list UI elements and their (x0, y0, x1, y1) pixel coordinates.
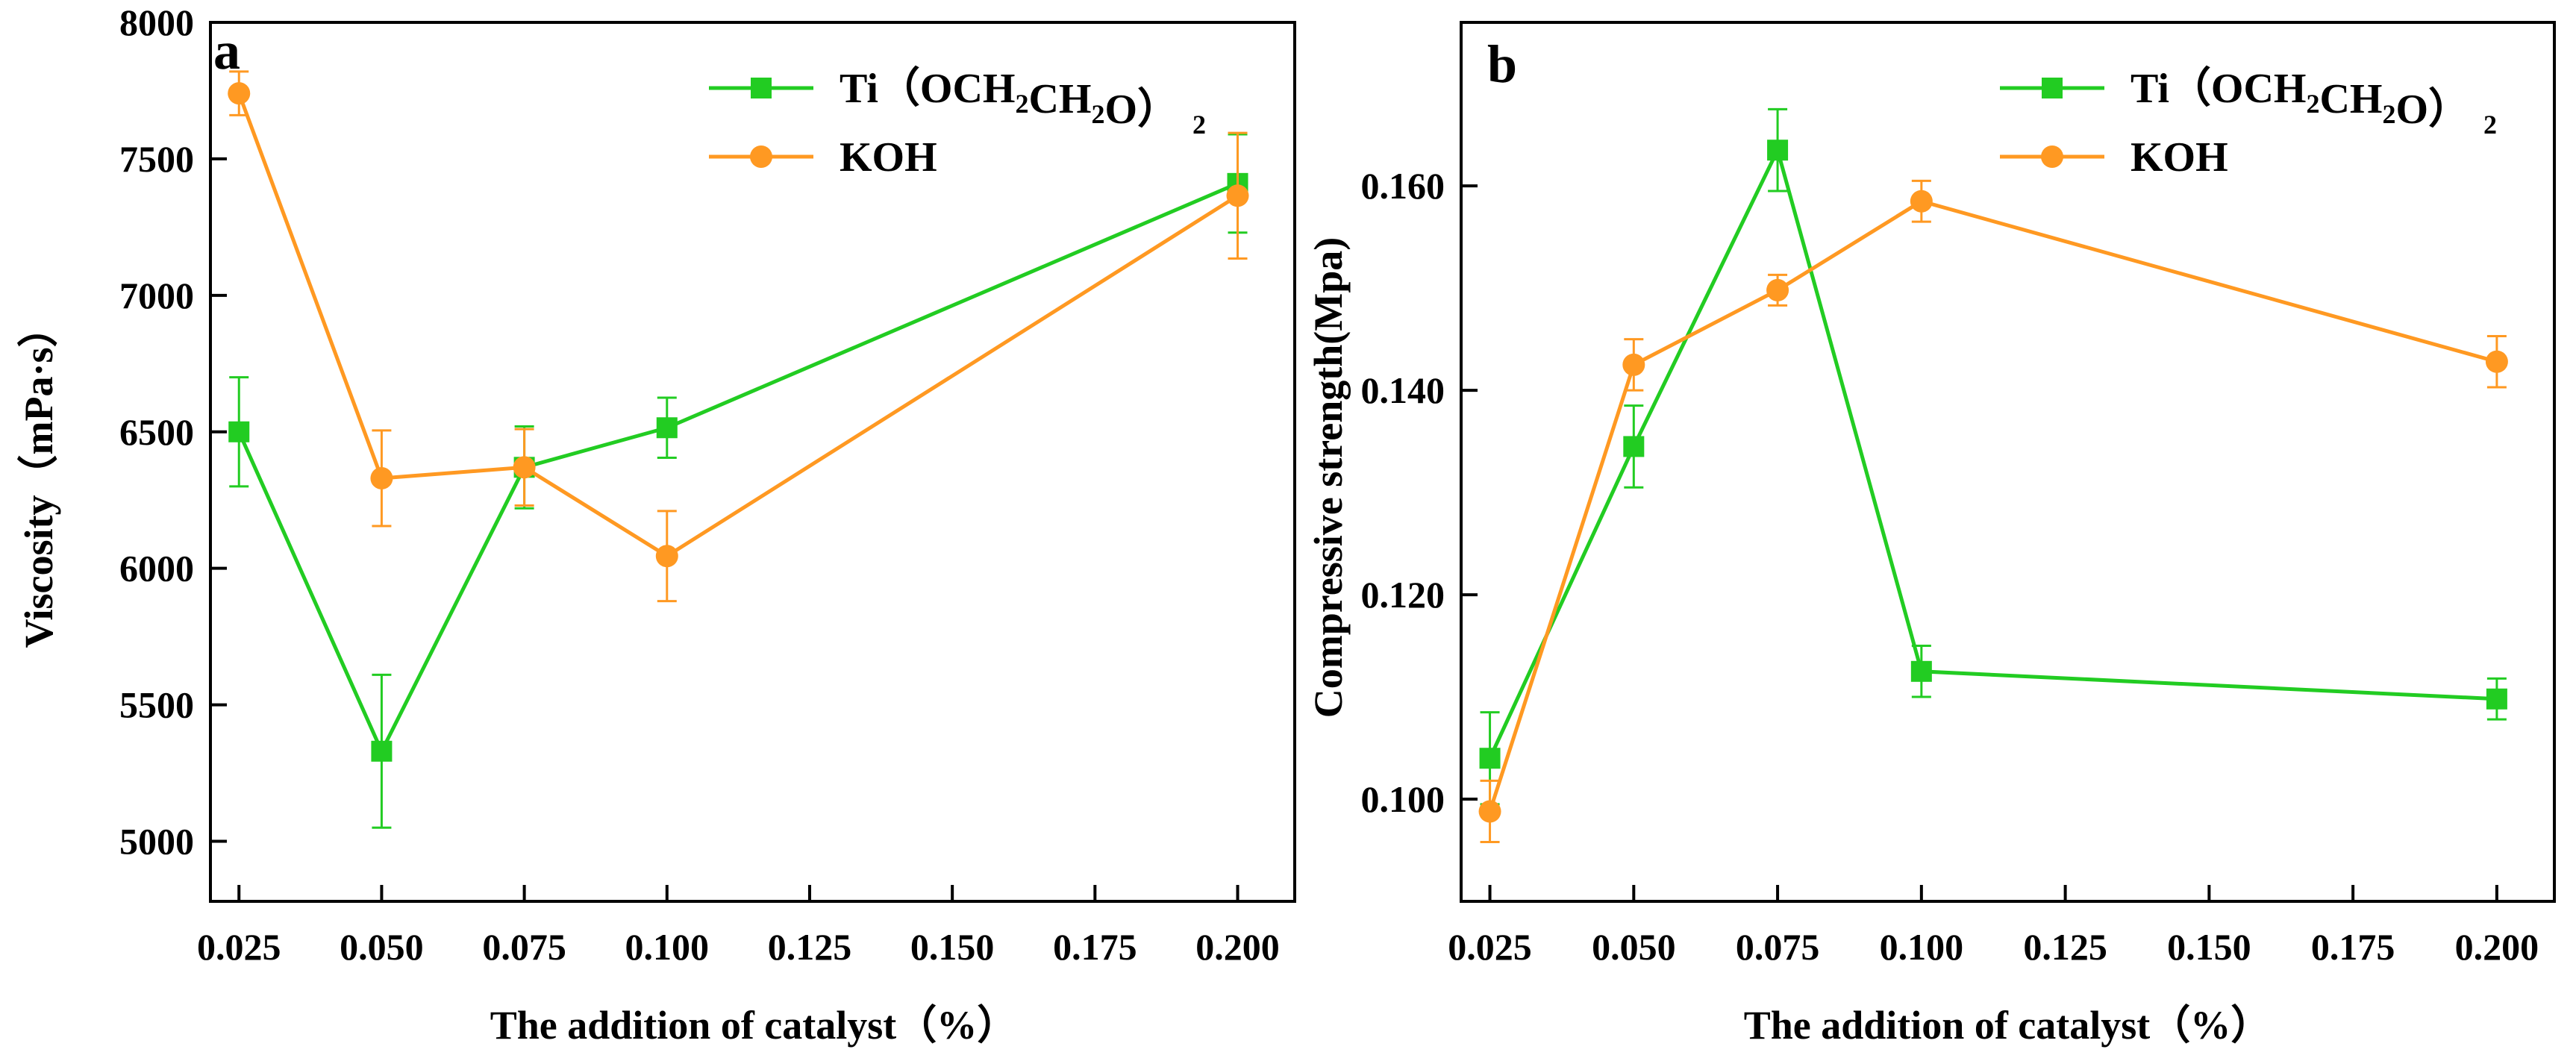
plot-frame (209, 21, 1296, 903)
data-point-ti (1479, 748, 1501, 769)
series-koh (228, 70, 1249, 603)
data-point-ti (2486, 688, 2507, 710)
data-point-ti (228, 421, 250, 442)
legend-text: O） (2395, 86, 2470, 133)
x-tick-label: 0.100 (1880, 926, 1964, 968)
data-point-ti (1767, 140, 1789, 161)
legend-subscript: 2 (2382, 99, 2395, 129)
x-tick-label: 0.125 (2023, 926, 2107, 968)
y-axis-label: Viscosity（mPa·s） (16, 307, 61, 648)
y-tick-label: 6000 (119, 548, 194, 589)
y-tick-label: 0.120 (1361, 574, 1445, 616)
legend-marker-koh (750, 145, 772, 168)
x-axis-label: The addition of catalyst（%） (1744, 1003, 2272, 1048)
legend-marker-ti (751, 78, 772, 98)
y-tick-label: 0.140 (1361, 369, 1445, 411)
legend-label-koh: KOH (2130, 134, 2228, 181)
legend-text: KOH (2130, 134, 2228, 181)
legend-subscript: 2 (1091, 99, 1104, 129)
data-point-koh (1226, 184, 1249, 207)
legend-label-koh: KOH (840, 134, 937, 181)
legend-label-ti: Ti（OCH2CH2O） 2 (840, 65, 1206, 140)
x-tick-label: 0.125 (768, 926, 852, 968)
y-tick-label: 0.100 (1361, 778, 1445, 820)
legend-subscript: 2 (2306, 89, 2319, 119)
y-tick-label: 0.160 (1361, 165, 1445, 207)
y-tick-label: 5500 (119, 684, 194, 726)
x-tick-label: 0.175 (2311, 926, 2395, 968)
data-point-koh (1766, 278, 1789, 301)
series-koh (1478, 179, 2508, 844)
data-point-koh (1622, 353, 1645, 376)
x-tick-label: 0.050 (340, 926, 424, 968)
data-point-ti (1623, 436, 1645, 457)
data-point-koh (2485, 350, 2508, 373)
data-point-koh (513, 456, 536, 479)
legend-text: Ti（OCH (2130, 65, 2306, 112)
x-tick-label: 0.200 (1195, 926, 1280, 968)
data-point-koh (1478, 800, 1501, 823)
legend-marker-ti (2042, 78, 2063, 98)
data-point-koh (228, 82, 251, 105)
plot-frame (1460, 21, 2556, 903)
data-point-koh (1910, 190, 1933, 213)
x-tick-label: 0.150 (2167, 926, 2251, 968)
x-tick-label: 0.175 (1053, 926, 1137, 968)
x-tick-label: 0.025 (197, 926, 281, 968)
data-point-ti (1910, 660, 1932, 682)
panel-label: b (1487, 34, 1517, 94)
x-axis-label: The addition of catalyst（%） (490, 1003, 1018, 1048)
x-tick-label: 0.075 (482, 926, 566, 968)
chart-panel-b: 0.025 0.050 0.075 0.100 0.125 0.150 0.175 0.200… (1306, 21, 2556, 1048)
y-tick-label: 8000 (119, 1, 194, 43)
series-line-koh (1488, 199, 2498, 813)
data-point-koh (655, 545, 678, 568)
x-tick-label: 0.075 (1736, 926, 1820, 968)
x-tick-label: 0.025 (1448, 926, 1532, 968)
y-tick-label: 5000 (119, 821, 194, 863)
y-tick-label: 7500 (119, 138, 194, 180)
y-axis-label: Compressive strength(Mpa) (1306, 237, 1351, 718)
legend-subscript: 2 (1192, 110, 1206, 140)
legend-text: O） (1104, 86, 1179, 133)
legend-text: CH (2319, 76, 2382, 122)
legend-text: Ti（OCH (840, 65, 1015, 112)
data-point-koh (370, 466, 393, 489)
chart-panel-a: 0.025 0.050 0.075 0.100 0.125 0.150 0.175 0.200… (16, 1, 1296, 1048)
legend-label-ti: Ti（OCH2CH2O） 2 (2130, 65, 2497, 140)
y-tick-label: 6500 (119, 411, 194, 453)
legend-text: KOH (840, 134, 937, 181)
series-ti (1479, 107, 2507, 806)
series-line-ti (237, 181, 1239, 756)
x-tick-label: 0.050 (1592, 926, 1676, 968)
data-point-ti (371, 740, 393, 762)
legend-marker-koh (2041, 145, 2063, 168)
x-tick-label: 0.150 (910, 926, 995, 968)
data-point-ti (656, 417, 678, 439)
y-tick-label: 7000 (119, 275, 194, 316)
x-tick-label: 0.100 (625, 926, 710, 968)
x-tick-label: 0.200 (2455, 926, 2539, 968)
legend-text: CH (1028, 76, 1091, 122)
legend-subscript: 2 (1015, 89, 1028, 119)
legend-subscript: 2 (2483, 110, 2497, 140)
